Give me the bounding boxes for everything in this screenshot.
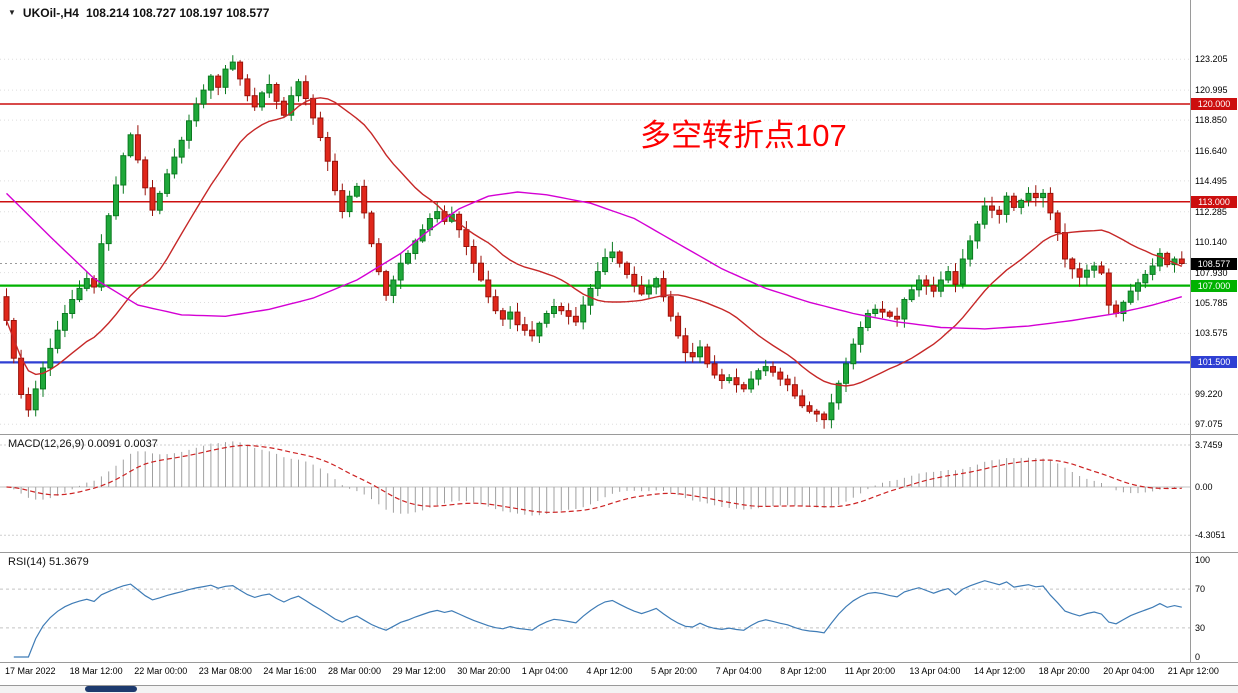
quick-trade-collapse-icon[interactable]: ▼ — [8, 8, 16, 17]
candlestick-series — [3, 55, 1185, 429]
price-level-badge-120.000: 120.000 — [1191, 98, 1237, 111]
macd-scale-label: 0.00 — [1195, 482, 1213, 492]
price-axis-label: 99.220 — [1195, 389, 1223, 400]
chart-title: ▼ UKOil-,H4 108.214 108.727 108.197 108.… — [8, 6, 269, 20]
rsi-scale-label: 70 — [1195, 584, 1206, 595]
ma-fast-line — [5, 97, 1183, 387]
price-scale-separator — [1190, 0, 1191, 662]
macd-scale-label: 3.7459 — [1195, 440, 1223, 450]
time-axis-label: 8 Apr 12:00 — [780, 666, 827, 676]
time-axis-label: 18 Mar 12:00 — [69, 666, 123, 676]
price-axis-label: 112.285 — [1195, 206, 1227, 217]
time-axis-label: 23 Mar 08:00 — [198, 666, 252, 676]
price-axis-label: 103.575 — [1195, 328, 1228, 339]
price-level-badge-107.000: 107.000 — [1191, 279, 1237, 292]
time-axis-label: 4 Apr 12:00 — [586, 666, 633, 676]
current-price-badge: 108.577 — [1191, 257, 1237, 270]
h-scrollbar-thumb[interactable] — [85, 686, 137, 692]
time-axis-label: 30 Mar 20:00 — [457, 666, 511, 676]
ma-slow-line — [6, 191, 1182, 330]
macd-panel-canvas[interactable] — [0, 435, 1238, 552]
rsi-indicator-label: RSI(14) 51.3679 — [8, 556, 89, 568]
time-axis-label: 13 Apr 04:00 — [909, 666, 961, 676]
macd-signal-line — [6, 444, 1182, 513]
macd-histogram — [13, 441, 1183, 516]
time-axis-label: 22 Mar 00:00 — [134, 666, 188, 676]
price-axis-label: 123.205 — [1195, 54, 1228, 65]
time-axis-label: 1 Apr 04:00 — [521, 666, 568, 676]
time-axis-label: 14 Apr 12:00 — [974, 666, 1026, 676]
price-level-badge-101.500: 101.500 — [1191, 356, 1237, 369]
time-axis-label: 5 Apr 20:00 — [651, 666, 698, 676]
price-axis-label: 116.640 — [1195, 145, 1227, 156]
time-axis-label: 17 Mar 2022 — [5, 666, 56, 676]
h-scrollbar-track[interactable] — [0, 685, 1238, 693]
price-axis-label: 110.140 — [1195, 236, 1227, 247]
panel-separator[interactable] — [0, 552, 1238, 553]
rsi-scale-label: 30 — [1195, 622, 1206, 633]
macd-indicator-label: MACD(12,26,9) 0.0091 0.0037 — [8, 438, 158, 450]
symbol-period-label: UKOil-,H4 — [22, 6, 79, 20]
rsi-scale-label: 0 — [1195, 652, 1201, 662]
rsi-grid — [0, 588, 1190, 629]
price-axis-label: 114.495 — [1195, 175, 1227, 186]
chart-annotation: 多空转折点107 — [640, 118, 847, 153]
price-axis-label: 105.785 — [1195, 297, 1228, 308]
time-axis-label: 11 Apr 20:00 — [844, 666, 896, 676]
level-lines — [0, 103, 1190, 364]
rsi-line — [13, 580, 1182, 658]
time-axis-label: 24 Mar 16:00 — [263, 666, 317, 676]
price-axis-label: 107.930 — [1195, 267, 1228, 278]
price-axis-label: 118.850 — [1195, 115, 1227, 126]
time-axis-label: 29 Mar 12:00 — [392, 666, 446, 676]
rsi-panel-canvas[interactable] — [0, 553, 1238, 662]
time-axis-label: 20 Apr 04:00 — [1103, 666, 1155, 676]
time-axis-separator — [0, 662, 1238, 663]
time-axis-label: 7 Apr 04:00 — [715, 666, 762, 676]
time-scale[interactable]: 17 Mar 2022 18 Mar 12:00 22 Mar 00:00 23 Ma… — [0, 662, 1238, 685]
price-axis-label: 97.075 — [1195, 419, 1223, 430]
panel-separator[interactable] — [0, 434, 1238, 435]
time-axis-label: 28 Mar 00:00 — [328, 666, 382, 676]
price-level-badge-113.000: 113.000 — [1191, 195, 1237, 208]
time-axis-label: 21 Apr 12:00 — [1167, 666, 1219, 676]
rsi-scale-label: 100 — [1195, 555, 1211, 565]
macd-scale-label: -4.3051 — [1195, 530, 1226, 541]
macd-grid — [0, 444, 1190, 536]
main-chart-canvas[interactable] — [0, 0, 1238, 434]
time-axis-label: 18 Apr 20:00 — [1038, 666, 1090, 676]
ohlc-readout: 108.214 108.727 108.197 108.577 — [85, 6, 270, 20]
price-grid — [0, 58, 1190, 425]
price-axis-label: 120.995 — [1195, 85, 1228, 96]
